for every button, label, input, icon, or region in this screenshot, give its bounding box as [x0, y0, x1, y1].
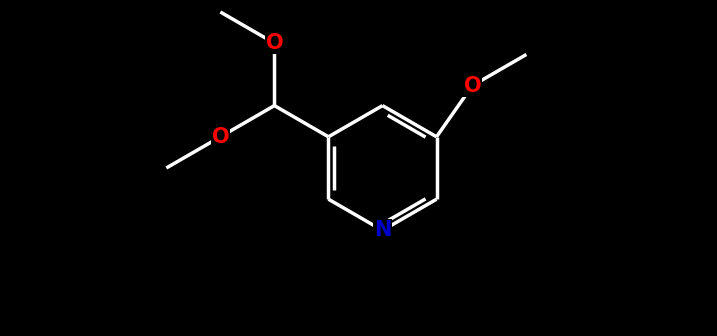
Text: N: N — [374, 220, 391, 240]
Text: O: O — [265, 33, 283, 53]
Text: O: O — [212, 127, 229, 147]
Text: O: O — [463, 76, 481, 96]
